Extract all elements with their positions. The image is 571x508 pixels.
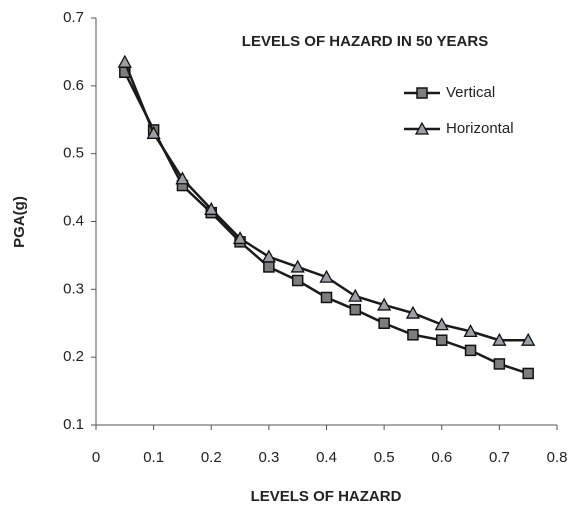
legend-marker: [414, 121, 430, 135]
y-tick-label: 0.4: [63, 212, 84, 229]
x-tick-label: 0.2: [201, 449, 222, 466]
y-tick-label: 0.6: [63, 77, 84, 94]
y-tick-label: 0.3: [63, 280, 84, 297]
data-point: [492, 332, 507, 346]
data-point: [464, 344, 477, 357]
data-point: [261, 249, 276, 263]
x-tick-label: 0.7: [489, 449, 510, 466]
data-point: [463, 324, 478, 338]
data-point: [378, 317, 390, 329]
data-point: [320, 291, 333, 304]
data-point: [349, 303, 362, 316]
data-point: [377, 297, 392, 311]
y-tick-label: 0.1: [63, 416, 84, 433]
x-tick-label: 0.4: [316, 449, 337, 466]
legend-marker: [416, 87, 428, 99]
data-point: [521, 332, 536, 346]
y-tick-label: 0.5: [63, 145, 84, 162]
data-point: [522, 367, 534, 380]
data-point: [405, 305, 421, 319]
data-point: [175, 171, 190, 185]
x-tick-label: 0.5: [374, 449, 395, 466]
legend-label: Vertical: [446, 84, 495, 101]
y-axis-label: PGA(g): [11, 196, 28, 248]
x-axis-label: LEVELS OF HAZARD: [251, 488, 402, 505]
x-tick-label: 0: [92, 449, 100, 466]
data-point: [232, 231, 248, 245]
data-point: [407, 329, 419, 341]
x-tick-label: 0.6: [431, 449, 452, 466]
x-tick-label: 0.3: [258, 449, 279, 466]
x-tick-label: 0.1: [143, 449, 164, 466]
data-point: [204, 201, 219, 215]
data-point: [290, 259, 305, 273]
data-point: [493, 358, 506, 370]
data-point: [146, 125, 161, 139]
data-point: [348, 288, 363, 302]
chart-title: LEVELS OF HAZARD IN 50 YEARS: [242, 33, 488, 50]
y-tick-label: 0.2: [63, 348, 84, 365]
data-point: [436, 334, 448, 346]
y-tick-label: 0.7: [63, 9, 84, 26]
data-point: [291, 274, 304, 287]
legend-label: Horizontal: [446, 120, 514, 137]
data-point: [319, 269, 334, 283]
series-line: [123, 71, 529, 375]
data-point: [263, 261, 275, 273]
x-tick-label: 0.8: [547, 449, 568, 466]
data-point: [117, 54, 132, 68]
data-point: [434, 317, 449, 331]
